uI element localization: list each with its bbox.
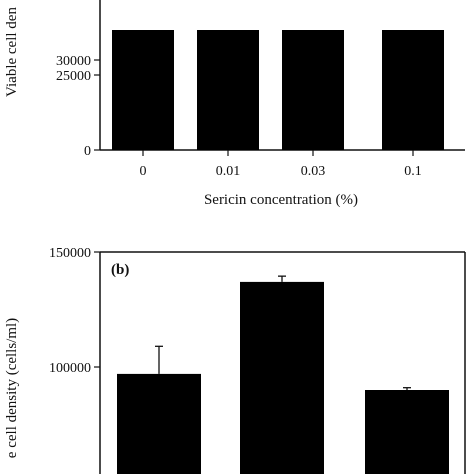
- panel-a-y-tick-label: 0: [84, 144, 91, 159]
- panel-a-x-tick-label: 0.01: [216, 164, 241, 179]
- panel-b: (b) 15000010000050000 e cell density (ce…: [4, 246, 466, 474]
- panel-b-y-axis-label: e cell density (cells/ml): [4, 318, 20, 458]
- panel-a-x-tick-label: 0: [140, 164, 147, 179]
- panel-a-bar: [112, 30, 174, 150]
- panel-a-bar: [282, 30, 344, 150]
- panel-a-x-tick-label: 0.1: [404, 164, 422, 179]
- panel-a-x-tick-label: 0.03: [301, 164, 326, 179]
- panel-a-x-axis-label: Sericin concentration (%): [204, 192, 358, 208]
- panel-a-y-tick-label: 30000: [56, 54, 91, 69]
- panel-a-y-axis-label: Viable cell den: [4, 7, 20, 97]
- panel-b-bar: [117, 373, 201, 474]
- panel-b-bar: [365, 390, 449, 474]
- panel-a-bar: [382, 30, 444, 150]
- panel-a-y-tick-label: 25000: [56, 69, 91, 84]
- panel-b-y-tick-label: 100000: [49, 361, 91, 376]
- panel-b-y-tick-label: 150000: [49, 246, 91, 261]
- panel-a-bar: [197, 30, 259, 150]
- panel-b-bar: [240, 281, 324, 474]
- panel-b-label: (b): [111, 262, 129, 278]
